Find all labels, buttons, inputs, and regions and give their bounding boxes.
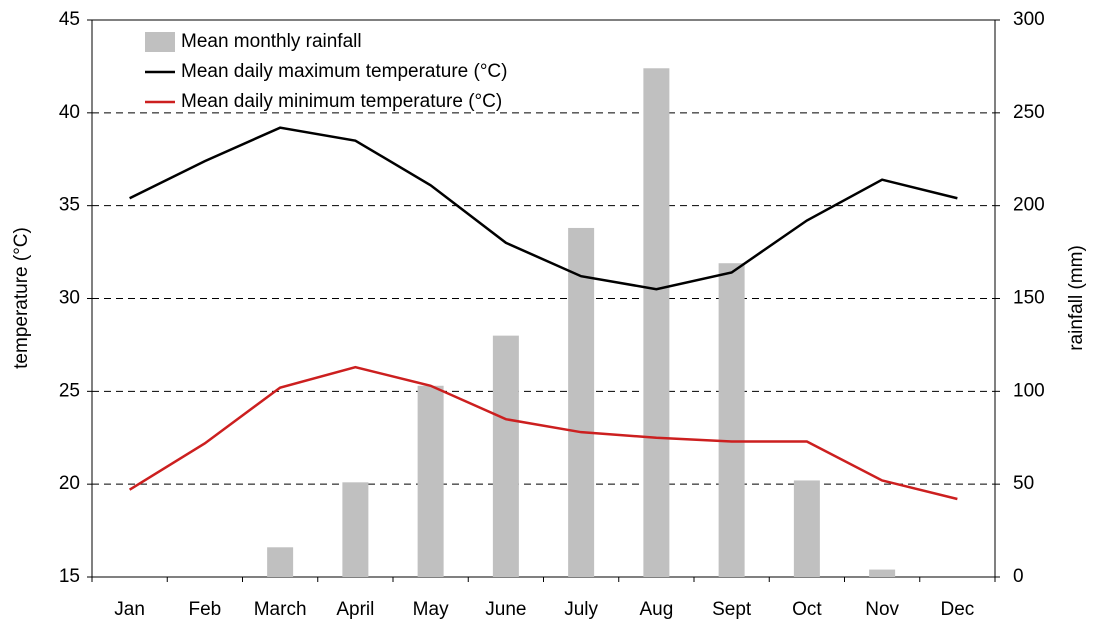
x-tick-label: March: [254, 599, 307, 620]
x-tick-label: May: [413, 599, 449, 620]
bar: [492, 335, 519, 577]
x-tick-label: July: [564, 599, 598, 620]
x-tick-label: Oct: [792, 599, 822, 620]
line-series: [129, 126, 958, 291]
bar: [643, 68, 670, 578]
bar: [417, 385, 444, 577]
y-tick-label: 25: [59, 380, 80, 401]
y2-tick-label: 100: [1013, 380, 1045, 401]
bar: [342, 482, 369, 577]
bar: [568, 227, 595, 578]
y-axis-label: temperature (°C): [11, 227, 32, 369]
bar: [267, 547, 294, 577]
x-tick-label: April: [336, 599, 374, 620]
y-tick-label: 45: [59, 9, 80, 30]
y2-tick-label: 200: [1013, 195, 1045, 216]
y-tick-label: 15: [59, 566, 80, 587]
x-tick-label: Jan: [114, 599, 145, 620]
x-tick-label: June: [485, 599, 526, 620]
x-tick-label: Feb: [189, 599, 222, 620]
line-series: [128, 365, 958, 501]
bar: [869, 569, 896, 577]
y2-tick-label: 50: [1013, 473, 1034, 494]
legend-label: Mean daily maximum temperature (°C): [181, 61, 507, 82]
y-tick-label: 20: [59, 473, 80, 494]
y-tick-label: 30: [59, 288, 80, 309]
x-tick-label: Nov: [865, 599, 899, 620]
y-tick-label: 35: [59, 195, 80, 216]
legend-label: Mean daily minimum temperature (°C): [181, 91, 502, 112]
bar: [793, 480, 820, 577]
y-tick-label: 40: [59, 102, 80, 123]
x-tick-label: Sept: [712, 599, 752, 620]
legend-label: Mean monthly rainfall: [181, 31, 362, 52]
legend-swatch: [145, 32, 175, 52]
y2-tick-label: 250: [1013, 102, 1045, 123]
y2-tick-label: 0: [1013, 566, 1024, 587]
y2-tick-label: 150: [1013, 288, 1045, 309]
x-tick-label: Aug: [639, 599, 673, 620]
bar: [718, 263, 745, 577]
y2-axis-label: rainfall (mm): [1066, 245, 1087, 351]
y2-tick-label: 300: [1013, 9, 1045, 30]
x-tick-label: Dec: [940, 599, 974, 620]
